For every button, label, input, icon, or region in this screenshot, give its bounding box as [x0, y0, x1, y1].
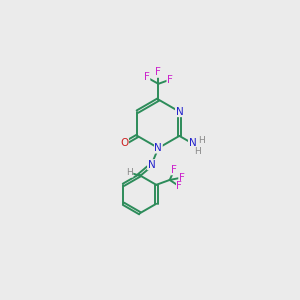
Text: N: N [188, 138, 196, 148]
Text: F: F [179, 172, 185, 183]
Text: H: H [198, 136, 205, 145]
Text: F: F [171, 165, 177, 175]
Text: H: H [194, 147, 201, 156]
Text: N: N [148, 160, 155, 170]
Text: N: N [176, 107, 183, 117]
Text: O: O [120, 138, 128, 148]
Text: F: F [176, 182, 182, 191]
Text: N: N [154, 143, 162, 153]
Text: F: F [167, 75, 173, 85]
Text: F: F [155, 67, 161, 77]
Text: F: F [144, 72, 150, 82]
Text: H: H [126, 168, 133, 177]
